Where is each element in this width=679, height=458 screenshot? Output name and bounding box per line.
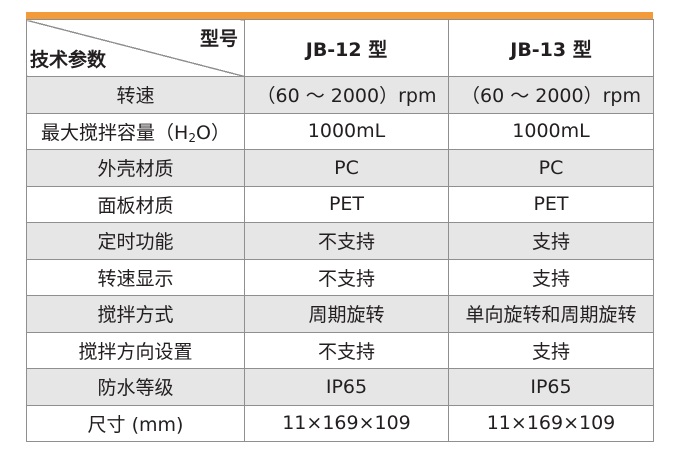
jb13-value: 11×169×109 — [448, 404, 654, 442]
table-row: 转速 （60 ～ 2000）rpm （60 ～ 2000）rpm — [26, 76, 654, 114]
jb12-value: 周期旋转 — [244, 295, 449, 333]
table-row: 面板材质 PET PET — [26, 185, 654, 223]
row-label: 搅拌方向设置 — [26, 331, 245, 369]
model-header-label: 型号 — [199, 28, 238, 50]
row-label: 搅拌方式 — [26, 295, 245, 333]
jb12-value: （60 ～ 2000）rpm — [244, 76, 449, 114]
jb12-value: 不支持 — [244, 331, 449, 369]
jb12-value: IP65 — [244, 368, 449, 406]
row-label: 最大搅拌容量（H2O） — [26, 112, 245, 150]
jb13-value: PC — [448, 149, 654, 187]
table-row: 尺寸 (mm) 11×169×109 11×169×109 — [26, 404, 654, 442]
table-row: 最大搅拌容量（H2O） 1000mL 1000mL — [26, 112, 654, 150]
jb13-value: 支持 — [448, 331, 654, 369]
jb13-value: 单向旋转和周期旋转 — [448, 295, 654, 333]
jb13-value: （60 ～ 2000）rpm — [448, 76, 654, 114]
model-jb12-header: JB-12 型 — [244, 19, 449, 77]
jb12-value: 11×169×109 — [244, 404, 449, 442]
table-row: 搅拌方式 周期旋转 单向旋转和周期旋转 — [26, 295, 654, 333]
table-row: 转速显示 不支持 支持 — [26, 258, 654, 296]
jb12-value: 不支持 — [244, 222, 449, 260]
row-label: 尺寸 (mm) — [26, 404, 245, 442]
row-label: 外壳材质 — [26, 149, 245, 187]
jb13-value: 1000mL — [448, 112, 654, 150]
row-label: 转速显示 — [26, 258, 245, 296]
row-label: 定时功能 — [26, 222, 245, 260]
row-label: 面板材质 — [26, 185, 245, 223]
accent-top-bar — [26, 12, 653, 19]
jb12-value: PET — [244, 185, 449, 223]
spec-table: 型号 技术参数 JB-12 型 JB-13 型 转速 （60 ～ 2000）rp… — [26, 19, 654, 442]
jb12-value: PC — [244, 149, 449, 187]
jb12-value: 不支持 — [244, 258, 449, 296]
jb13-value: 支持 — [448, 258, 654, 296]
row-label: 防水等级 — [26, 368, 245, 406]
jb13-value: 支持 — [448, 222, 654, 260]
model-jb13-header: JB-13 型 — [448, 19, 654, 77]
jb12-value: 1000mL — [244, 112, 449, 150]
table-header-row: 型号 技术参数 JB-12 型 JB-13 型 — [26, 19, 654, 77]
row-label: 转速 — [26, 76, 245, 114]
table-row: 定时功能 不支持 支持 — [26, 222, 654, 260]
diagonal-header-cell: 型号 技术参数 — [26, 19, 245, 77]
parameter-header-label: 技术参数 — [30, 49, 107, 71]
table-row: 外壳材质 PC PC — [26, 149, 654, 187]
table-row: 防水等级 IP65 IP65 — [26, 368, 654, 406]
jb13-value: PET — [448, 185, 654, 223]
table-row: 搅拌方向设置 不支持 支持 — [26, 331, 654, 369]
jb13-value: IP65 — [448, 368, 654, 406]
